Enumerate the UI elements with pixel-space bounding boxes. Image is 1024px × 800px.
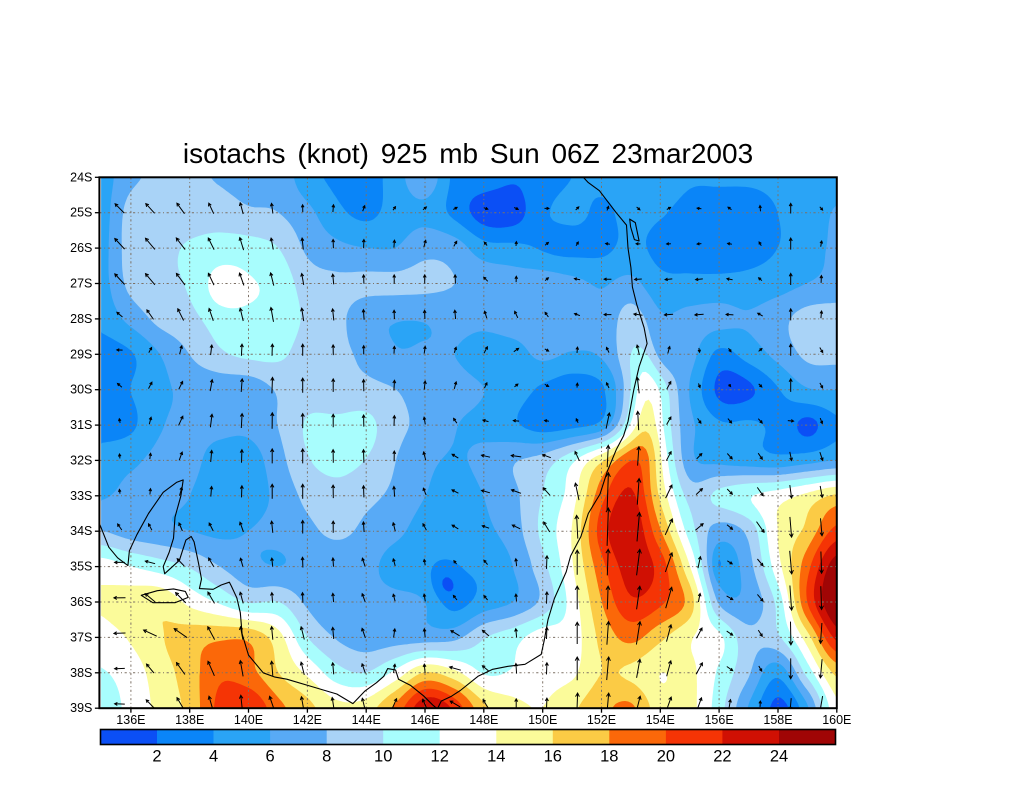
svg-text:39S: 39S <box>70 701 92 715</box>
svg-text:35S: 35S <box>70 560 92 574</box>
svg-text:16: 16 <box>544 748 562 766</box>
svg-text:30S: 30S <box>70 383 92 397</box>
svg-text:26S: 26S <box>70 241 92 255</box>
svg-text:24: 24 <box>770 748 788 766</box>
svg-text:18: 18 <box>600 748 618 766</box>
svg-text:22: 22 <box>713 748 731 766</box>
svg-text:152E: 152E <box>587 713 616 727</box>
svg-text:4: 4 <box>209 748 218 766</box>
svg-text:146E: 146E <box>410 713 439 727</box>
svg-text:29S: 29S <box>70 347 92 361</box>
svg-text:32S: 32S <box>70 453 92 467</box>
svg-text:14: 14 <box>487 748 505 766</box>
svg-text:150E: 150E <box>528 713 557 727</box>
svg-text:37S: 37S <box>70 630 92 644</box>
svg-text:154E: 154E <box>646 713 675 727</box>
svg-text:38S: 38S <box>70 666 92 680</box>
svg-text:27S: 27S <box>70 277 92 291</box>
svg-text:36S: 36S <box>70 595 92 609</box>
svg-text:158E: 158E <box>763 713 792 727</box>
svg-text:136E: 136E <box>116 713 145 727</box>
svg-text:8: 8 <box>322 748 331 766</box>
svg-text:144E: 144E <box>352 713 381 727</box>
svg-text:2: 2 <box>152 748 161 766</box>
svg-text:10: 10 <box>374 748 392 766</box>
svg-text:142E: 142E <box>293 713 322 727</box>
svg-text:isotachs (knot) 925 mb Sun 06Z: isotachs (knot) 925 mb Sun 06Z 23mar2003 <box>183 138 753 169</box>
svg-text:24S: 24S <box>70 170 92 184</box>
svg-text:148E: 148E <box>469 713 498 727</box>
svg-text:140E: 140E <box>234 713 263 727</box>
svg-text:28S: 28S <box>70 312 92 326</box>
svg-text:160E: 160E <box>822 713 851 727</box>
svg-text:6: 6 <box>266 748 275 766</box>
svg-text:34S: 34S <box>70 524 92 538</box>
svg-text:12: 12 <box>431 748 449 766</box>
svg-text:138E: 138E <box>175 713 204 727</box>
svg-text:20: 20 <box>657 748 675 766</box>
svg-text:31S: 31S <box>70 418 92 432</box>
svg-text:156E: 156E <box>704 713 733 727</box>
svg-text:25S: 25S <box>70 206 92 220</box>
svg-text:33S: 33S <box>70 489 92 503</box>
